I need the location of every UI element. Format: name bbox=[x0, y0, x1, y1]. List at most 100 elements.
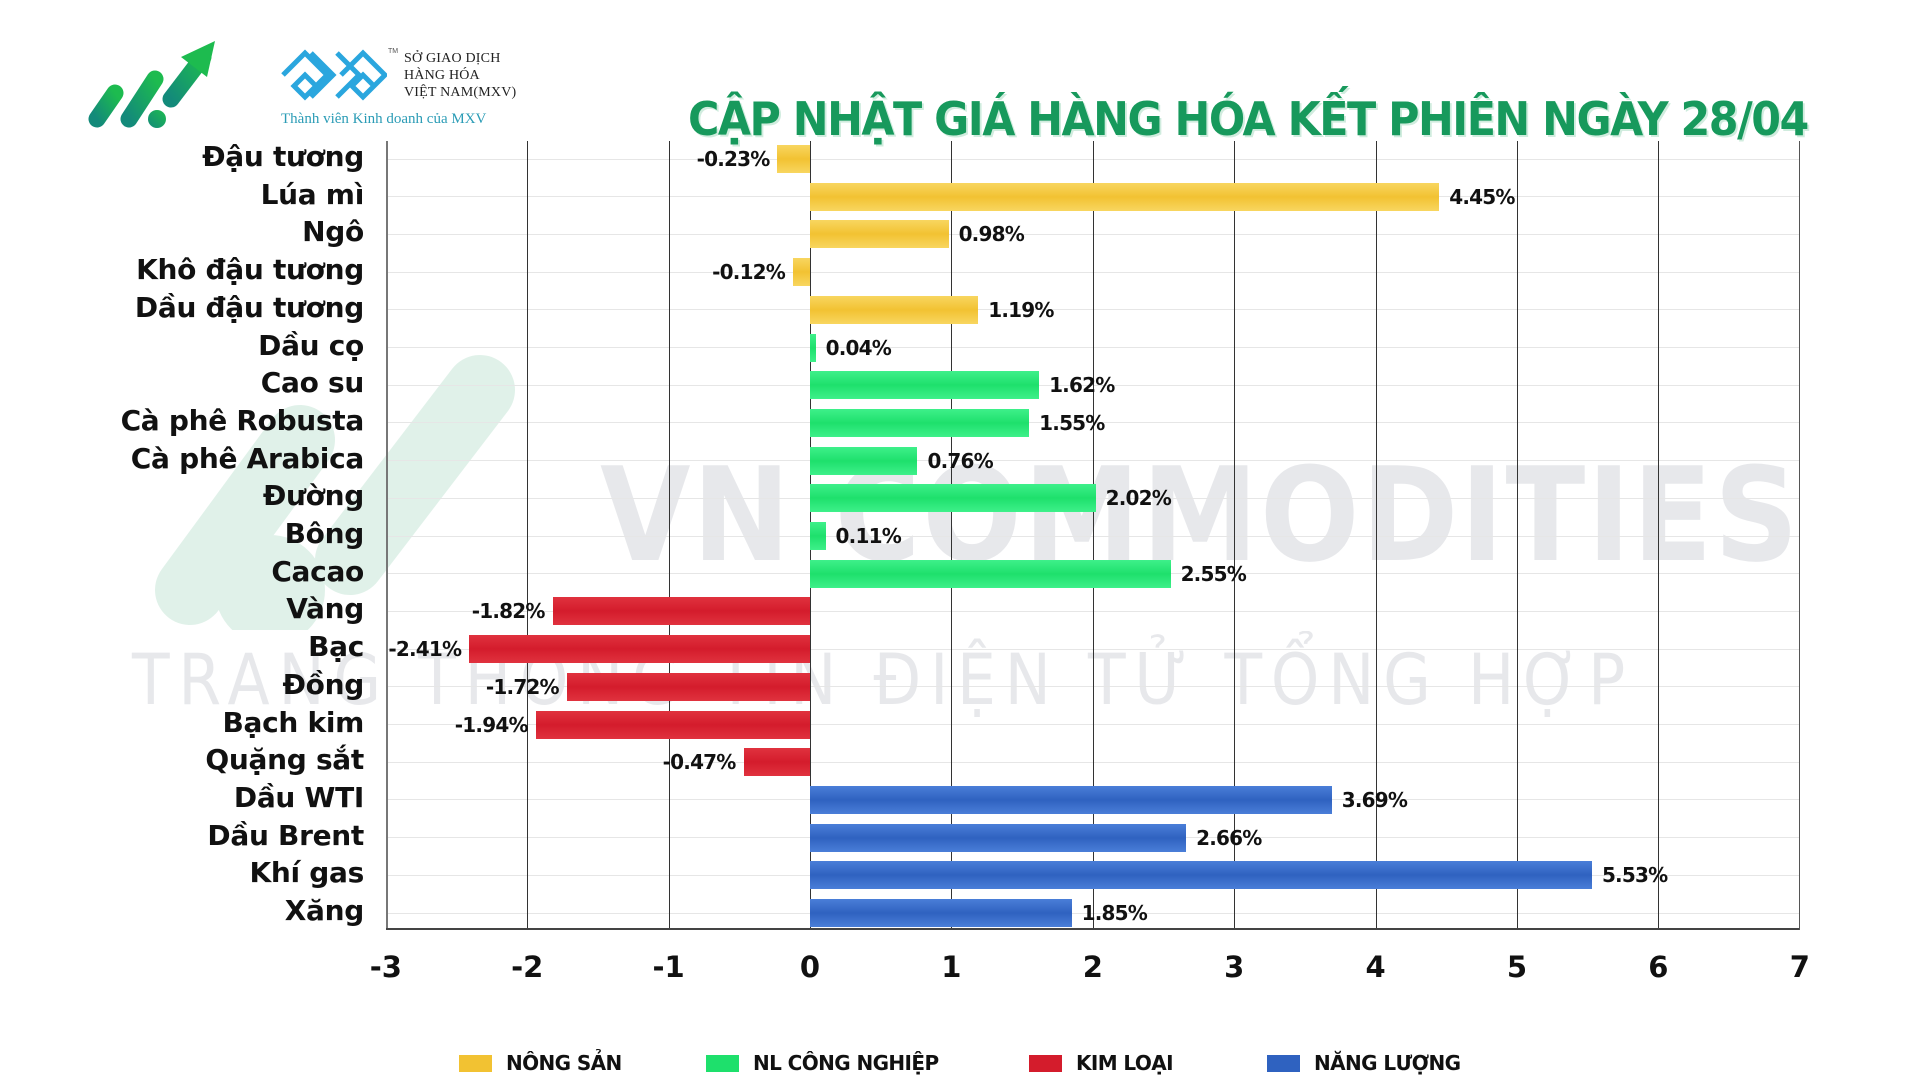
bar-4 bbox=[810, 295, 979, 324]
bar-0 bbox=[777, 145, 810, 173]
bar-13 bbox=[469, 635, 810, 664]
bar-value-label: 1.62% bbox=[1049, 373, 1115, 398]
category-label: Bông bbox=[284, 517, 365, 550]
x-tick-label: 7 bbox=[1789, 950, 1810, 984]
bar-value-label: -1.82% bbox=[471, 599, 546, 624]
legend-swatch bbox=[1267, 1054, 1300, 1072]
x-axis-line bbox=[386, 928, 1800, 930]
bar-value-label: -1.72% bbox=[485, 674, 560, 699]
trademark-mark: TM bbox=[388, 48, 399, 55]
category-label: Khô đậu tương bbox=[136, 253, 364, 287]
legend-swatch bbox=[459, 1054, 492, 1072]
bar-8 bbox=[810, 446, 918, 475]
category-label: Cà phê Robusta bbox=[120, 403, 365, 437]
x-tick-label: -2 bbox=[511, 950, 544, 984]
x-tick-label: 4 bbox=[1365, 950, 1386, 984]
legend-item: NL CÔNG NGHIỆP bbox=[706, 1050, 939, 1076]
bar-value-label: -0.47% bbox=[662, 750, 737, 775]
category-label: Vàng bbox=[286, 592, 364, 626]
bar-value-label: 2.66% bbox=[1196, 825, 1262, 850]
category-label: Đậu tương bbox=[202, 140, 364, 173]
category-label: Bạch kim bbox=[222, 705, 364, 739]
mxv-name-line1: SỞ GIAO DỊCH bbox=[404, 51, 501, 66]
category-label: Đường bbox=[262, 479, 364, 513]
bar-value-label: -0.23% bbox=[696, 147, 771, 171]
bar-value-label: 1.19% bbox=[988, 297, 1054, 322]
bar-16 bbox=[743, 748, 810, 777]
vertical-gridline bbox=[1234, 141, 1236, 930]
category-label: Dầu đậu tương bbox=[134, 290, 364, 324]
bar-value-label: 0.76% bbox=[927, 448, 993, 473]
category-label: Đồng bbox=[282, 667, 365, 701]
category-label: Lúa mì bbox=[260, 177, 365, 211]
mxv-name-line2: HÀNG HÓA bbox=[404, 68, 480, 83]
bar-value-label: 3.69% bbox=[1341, 787, 1408, 812]
legend-swatch bbox=[1029, 1054, 1062, 1072]
bar-value-label: 2.55% bbox=[1180, 561, 1247, 586]
legend-label: NL CÔNG NGHIỆP bbox=[753, 1051, 939, 1075]
bar-value-label: -1.94% bbox=[454, 712, 529, 737]
bar-17 bbox=[810, 785, 1332, 814]
category-label: Bạc bbox=[308, 630, 364, 664]
x-tick-label: 0 bbox=[799, 950, 821, 984]
legend-item: NĂNG LƯỢNG bbox=[1267, 1050, 1461, 1076]
bar-19 bbox=[810, 861, 1592, 890]
bar-value-label: -2.41% bbox=[388, 637, 462, 662]
x-tick-label: 6 bbox=[1648, 950, 1669, 984]
growth-arrow-logo-icon bbox=[88, 41, 215, 128]
bar-3 bbox=[793, 258, 810, 287]
watermark-brand: VN COMMODITIES bbox=[600, 439, 1801, 591]
bar-value-label: 1.55% bbox=[1039, 410, 1105, 435]
bar-18 bbox=[810, 823, 1187, 852]
category-label: Dầu cọ bbox=[258, 328, 364, 362]
category-label: Khí gas bbox=[249, 856, 365, 890]
legend-label: KIM LOẠI bbox=[1076, 1051, 1174, 1075]
bar-6 bbox=[810, 371, 1040, 400]
vertical-gridline bbox=[1375, 141, 1377, 930]
vertical-gridline bbox=[1658, 141, 1660, 930]
bar-1 bbox=[810, 182, 1440, 211]
y-axis-line bbox=[386, 141, 388, 930]
plot-right-border bbox=[1799, 141, 1800, 930]
category-label: Cà phê Arabica bbox=[130, 441, 365, 475]
legend-swatch bbox=[706, 1054, 739, 1072]
vertical-gridline bbox=[527, 141, 529, 930]
legend-label: NĂNG LƯỢNG bbox=[1314, 1051, 1461, 1075]
bar-9 bbox=[810, 484, 1096, 513]
category-label: Cacao bbox=[271, 554, 364, 588]
bar-2 bbox=[810, 220, 949, 249]
bar-14 bbox=[566, 672, 810, 701]
vertical-gridline bbox=[951, 141, 953, 930]
x-tick-label: -3 bbox=[369, 950, 402, 984]
x-tick-label: 1 bbox=[941, 950, 962, 984]
category-label: Dầu WTI bbox=[233, 780, 364, 814]
mxv-name-line3: VIỆT NAM(MXV) bbox=[404, 85, 517, 100]
chart-title: CẬP NHẬT GIÁ HÀNG HÓA KẾT PHIÊN NGÀY 28/… bbox=[688, 92, 1809, 146]
bar-20 bbox=[810, 899, 1072, 927]
bar-value-label: -0.12% bbox=[712, 260, 786, 285]
vertical-gridline bbox=[1517, 141, 1518, 930]
bar-10 bbox=[810, 522, 826, 550]
plot-area: -0.23% 4.45% 0.98% -0.12% 1.19% 0.04% 1.62% 1.5… bbox=[386, 141, 1800, 930]
category-label: Quặng sắt bbox=[205, 743, 364, 777]
bar-value-label: 0.04% bbox=[825, 335, 892, 360]
bar-7 bbox=[810, 408, 1030, 437]
mxv-member-subtitle: Thành viên Kinh doanh của MXV bbox=[281, 111, 487, 127]
legend-label: NÔNG SẢN bbox=[506, 1051, 622, 1075]
legend-item: NÔNG SẢN bbox=[459, 1050, 622, 1076]
vertical-gridline bbox=[1092, 141, 1094, 930]
category-label: Dầu Brent bbox=[207, 818, 364, 852]
category-label: Xăng bbox=[284, 894, 365, 927]
x-tick-label: -1 bbox=[652, 950, 685, 984]
bar-11 bbox=[810, 559, 1171, 588]
bar-value-label: 0.98% bbox=[958, 222, 1025, 247]
x-tick-label: 5 bbox=[1506, 950, 1528, 984]
bar-12 bbox=[552, 597, 810, 626]
legend-item: KIM LOẠI bbox=[1029, 1050, 1174, 1076]
x-tick-label: 3 bbox=[1224, 950, 1245, 984]
bar-5 bbox=[810, 333, 816, 362]
bar-15 bbox=[535, 710, 810, 739]
bar-value-label: 5.53% bbox=[1601, 863, 1668, 888]
bar-value-label: 0.11% bbox=[835, 524, 902, 548]
bar-value-label: 4.45% bbox=[1449, 184, 1515, 209]
